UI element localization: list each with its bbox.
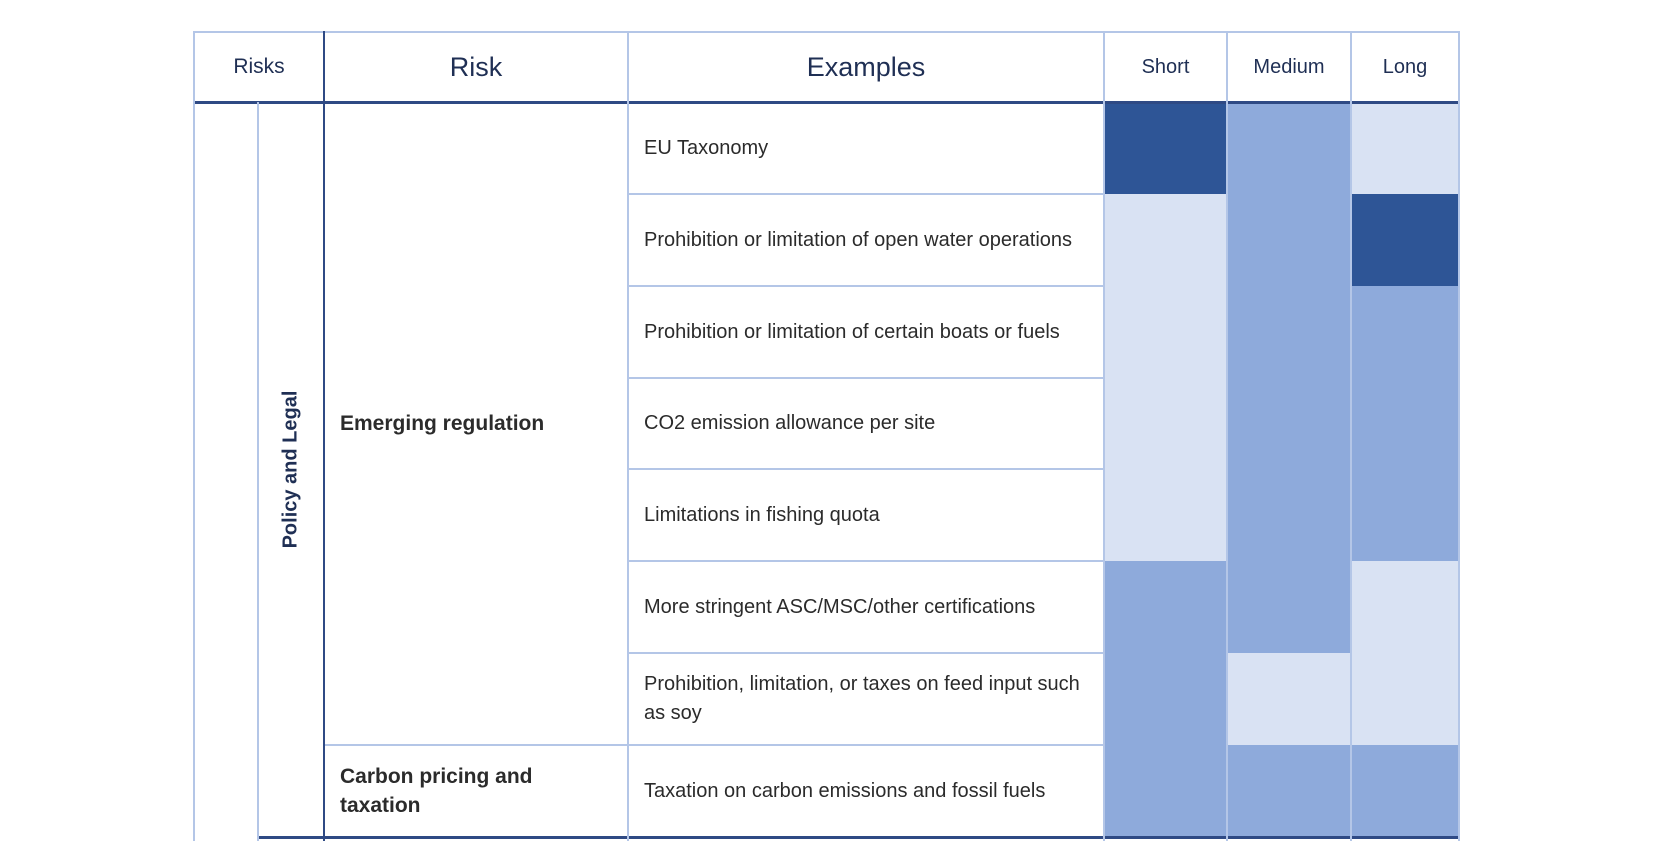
heat-cell-long: [1351, 378, 1459, 469]
heat-cell-medium: [1227, 286, 1351, 378]
example-cell: Limitations in fishing quota: [644, 503, 880, 526]
heat-cell-medium: [1227, 194, 1351, 286]
heat-cell-long: [1351, 286, 1459, 378]
header-risks: Risks: [233, 55, 285, 78]
row-divider: [628, 285, 1459, 287]
risk-carbon-pricing: Carbon pricing and taxation: [340, 765, 533, 817]
heat-cell-short: [1104, 745, 1227, 837]
risk-emerging-regulation: Emerging regulation: [340, 412, 545, 435]
heat-cell-short: [1104, 469, 1227, 561]
heat-cell-medium: [1227, 378, 1351, 469]
row-divider: [628, 468, 1459, 470]
heat-cell-medium: [1227, 102, 1351, 194]
heat-cell-long: [1351, 469, 1459, 561]
row-divider: [628, 744, 1459, 746]
row-divider: [628, 560, 1459, 562]
example-cell: EU Taxonomy: [644, 136, 769, 159]
heat-cell-short: [1104, 194, 1227, 286]
heat-cell-short: [1104, 653, 1227, 745]
row-divider: [628, 652, 1459, 654]
heat-cell-short: [1104, 561, 1227, 653]
heat-cell-short: [1104, 378, 1227, 469]
heat-cell-medium: [1227, 745, 1351, 837]
heat-cell-short: [1104, 102, 1227, 194]
header-risk: Risk: [449, 51, 503, 82]
heat-cell-long: [1351, 653, 1459, 745]
heat-cell-medium: [1227, 653, 1351, 745]
example-cell: Taxation on carbon emissions and fossil …: [644, 779, 1046, 802]
example-cell: More stringent ASC/MSC/other certificati…: [644, 595, 1036, 618]
heat-cell-short: [1104, 286, 1227, 378]
heat-cell-long: [1351, 102, 1459, 194]
category-label: Policy and Legal: [279, 390, 302, 549]
row-divider: [628, 377, 1459, 379]
heat-cell-long: [1351, 194, 1459, 286]
example-cell: Prohibition, limitation, or taxes on fee…: [644, 673, 1080, 724]
heat-cell-long: [1351, 745, 1459, 837]
header-medium: Medium: [1253, 55, 1325, 78]
category-cell: Policy and Legal: [258, 102, 324, 837]
header-long: Long: [1382, 55, 1428, 78]
heat-cell-medium: [1227, 561, 1351, 653]
header-short: Short: [1141, 55, 1190, 78]
example-cell: Prohibition or limitation of open water …: [644, 228, 1073, 251]
heat-cell-long: [1351, 561, 1459, 653]
example-cell: Prohibition or limitation of certain boa…: [644, 320, 1060, 343]
heat-cell-medium: [1227, 469, 1351, 561]
header-examples: Examples: [806, 51, 926, 82]
row-divider: [628, 193, 1459, 195]
example-cell: CO2 emission allowance per site: [644, 412, 936, 434]
